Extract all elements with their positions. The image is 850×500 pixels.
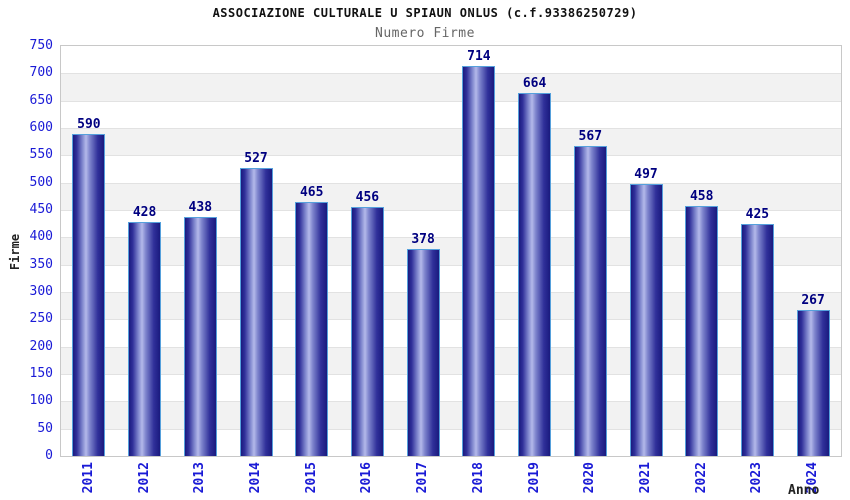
gridline	[61, 155, 841, 157]
bar-value-label: 438	[188, 199, 213, 215]
x-tick-label-2021: 2021	[638, 462, 653, 494]
bar-2017	[406, 249, 440, 456]
gridline	[61, 73, 841, 75]
bar-2020	[573, 146, 607, 456]
bar-value-label: 590	[77, 116, 101, 132]
y-tick-label: 750	[29, 38, 53, 53]
y-tick-label: 300	[29, 284, 53, 299]
bar-value-label: 425	[745, 206, 770, 222]
bar-2024	[796, 310, 830, 456]
gridline	[61, 237, 841, 239]
x-tick-label-2020: 2020	[582, 462, 598, 494]
bar-2012	[128, 222, 162, 456]
plot-band	[61, 264, 841, 292]
plot-band	[61, 73, 841, 101]
y-tick-label: 700	[29, 65, 53, 81]
bar-2013	[183, 216, 217, 456]
x-tick-label-2019: 2019	[526, 462, 542, 494]
y-tick-label: 0	[45, 448, 53, 463]
y-tick-label: 50	[37, 420, 53, 436]
y-tick-label: 350	[29, 256, 53, 272]
gridline	[61, 319, 841, 321]
chart-subtitle: Numero Firme	[375, 26, 475, 41]
gridline	[61, 128, 841, 129]
x-tick-label-2017: 2017	[415, 462, 431, 494]
y-tick-label: 200	[29, 338, 53, 354]
gridline	[61, 210, 841, 211]
plot-band	[61, 374, 841, 402]
gridline	[61, 346, 841, 348]
chart-title: ASSOCIAZIONE CULTURALE U SPIAUN ONLUS (c…	[212, 6, 638, 20]
plot-band	[61, 128, 841, 156]
x-tick-label-2018: 2018	[470, 462, 486, 494]
y-tick-label: 600	[29, 120, 53, 135]
y-tick-label: 550	[29, 147, 53, 163]
gridline	[61, 292, 841, 293]
plot-band	[61, 319, 841, 347]
x-tick-label-2016: 2016	[359, 462, 375, 494]
x-tick-label-2014: 2014	[248, 462, 263, 494]
x-tick-label-2011: 2011	[80, 462, 96, 494]
bar-2021	[629, 184, 663, 456]
bar-value-label: 714	[467, 48, 491, 64]
bar-2016	[350, 206, 384, 456]
bar-value-label: 267	[801, 293, 825, 308]
bar-value-label: 465	[299, 184, 324, 200]
bar-value-label: 527	[244, 150, 268, 166]
gridline	[61, 100, 841, 102]
x-tick-label-2015: 2015	[303, 462, 319, 494]
plot-band	[61, 100, 841, 128]
plot-band	[61, 46, 841, 74]
y-tick-label: 500	[29, 174, 53, 190]
y-tick-label: 450	[29, 202, 53, 217]
x-tick-label-2012: 2012	[136, 462, 152, 494]
bar-value-label: 428	[132, 205, 157, 220]
bar-value-label: 456	[355, 189, 380, 205]
gridline	[61, 374, 841, 375]
bar-2022	[685, 205, 719, 456]
bar-value-label: 497	[634, 167, 658, 183]
plot-band	[61, 155, 841, 183]
y-tick-label: 250	[29, 311, 53, 327]
bar-value-label: 458	[689, 188, 714, 204]
x-tick-label-2022: 2022	[693, 462, 709, 494]
plot-area: 590 428 438 527 465 456 378 714 664 567 497 458 425 2…	[61, 46, 841, 456]
gridline	[61, 401, 841, 403]
plot-band	[61, 401, 841, 429]
bar-2011	[72, 133, 106, 456]
bar-2018	[462, 65, 496, 456]
bar-value-label: 664	[522, 76, 547, 91]
y-tick-label: 400	[29, 229, 53, 245]
plot-band	[61, 182, 841, 210]
plot-band	[61, 428, 841, 456]
bar-value-label: 567	[578, 129, 603, 144]
x-tick-label-2023: 2023	[749, 462, 765, 494]
plot-band	[61, 346, 841, 374]
y-tick-label: 100	[29, 393, 53, 409]
bar-2015	[295, 201, 329, 456]
bar-2023	[740, 223, 774, 456]
y-tick-label: 150	[29, 366, 53, 381]
gridline	[61, 182, 841, 184]
x-tick-label-2013: 2013	[192, 462, 208, 494]
bar-value-label: 378	[411, 232, 435, 248]
plot-band	[61, 292, 841, 320]
gridline	[61, 428, 841, 430]
x-axis-label: Anno	[788, 483, 820, 498]
bar-2014	[239, 167, 273, 456]
bar-2019	[518, 93, 552, 456]
y-tick-label: 650	[29, 92, 53, 108]
gridline	[61, 264, 841, 266]
